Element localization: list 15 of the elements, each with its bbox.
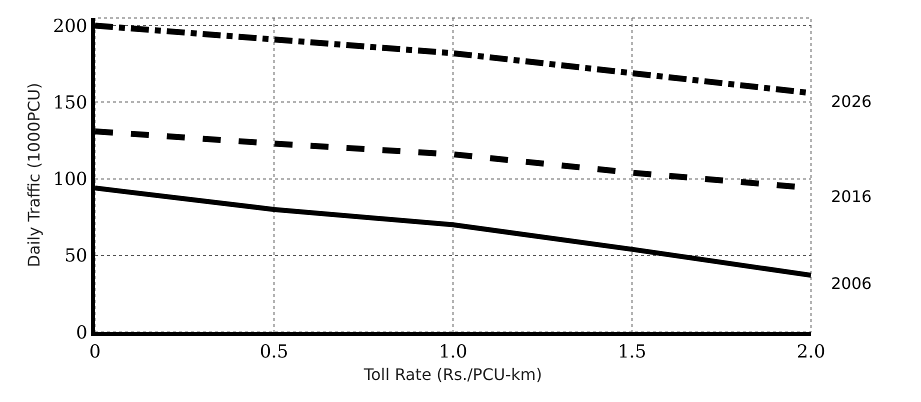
series-label: 2006 [831, 274, 872, 293]
x-tick-label: 0 [89, 342, 101, 363]
series-label: 2016 [831, 187, 872, 206]
x-tick-label: 1.5 [618, 342, 646, 363]
y-tick-label: 100 [53, 169, 88, 190]
x-tick-label: 1.0 [438, 342, 468, 363]
y-tick-label: 0 [76, 322, 88, 344]
y-tick-label: 200 [53, 16, 88, 37]
series-label: 2026 [831, 92, 872, 111]
y-tick-label: 150 [53, 92, 88, 114]
x-tick-label: 2.0 [796, 342, 826, 363]
y-tick-label: 50 [64, 246, 88, 267]
x-axis-title: Toll Rate (Rs./PCU-km) [362, 364, 542, 384]
x-tick-label: 0.5 [260, 342, 288, 363]
y-axis-title: Daily Traffic (1000PCU) [24, 82, 44, 268]
